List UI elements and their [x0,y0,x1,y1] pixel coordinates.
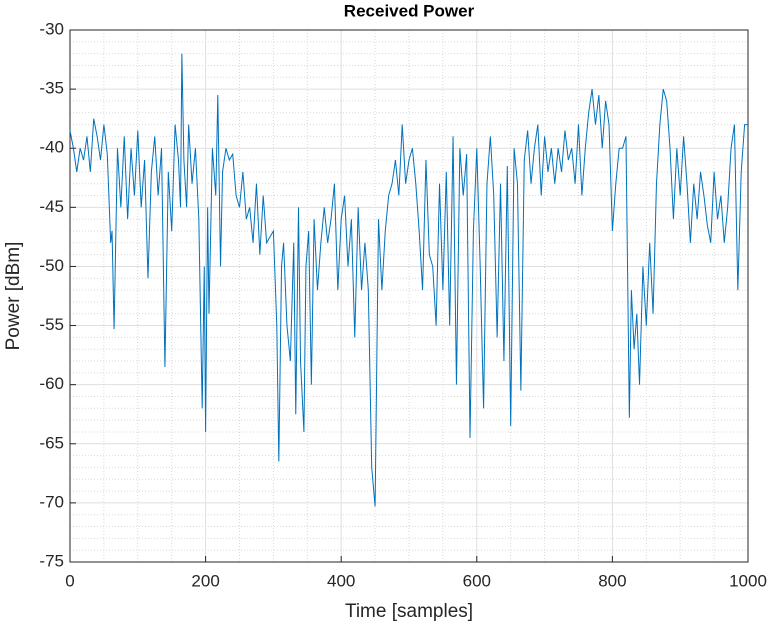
y-tick-label: -50 [39,256,64,275]
x-tick-label: 0 [65,571,74,590]
line-series [69,53,748,507]
x-axis-label: Time [samples] [345,601,473,622]
x-tick-label: 400 [327,571,355,590]
x-tick-label: 800 [598,571,626,590]
y-tick-label: -70 [39,492,64,511]
x-tick-label: 600 [463,571,491,590]
plot-frame [69,29,749,563]
y-tick-label: -35 [39,79,64,98]
y-tick-label: -45 [39,197,64,216]
chart-title: Received Power [344,1,475,20]
y-tick-label: -65 [39,433,64,452]
y-tick-label: -75 [39,551,64,570]
x-tick-label: 200 [191,571,219,590]
y-tick-label: -60 [39,374,64,393]
y-axis-label: Power [dBm] [3,242,24,351]
y-tick-label: -30 [39,19,64,38]
y-tick-label: -40 [39,138,64,157]
x-tick-label: 1000 [729,571,767,590]
y-tick-label: -55 [39,315,64,334]
